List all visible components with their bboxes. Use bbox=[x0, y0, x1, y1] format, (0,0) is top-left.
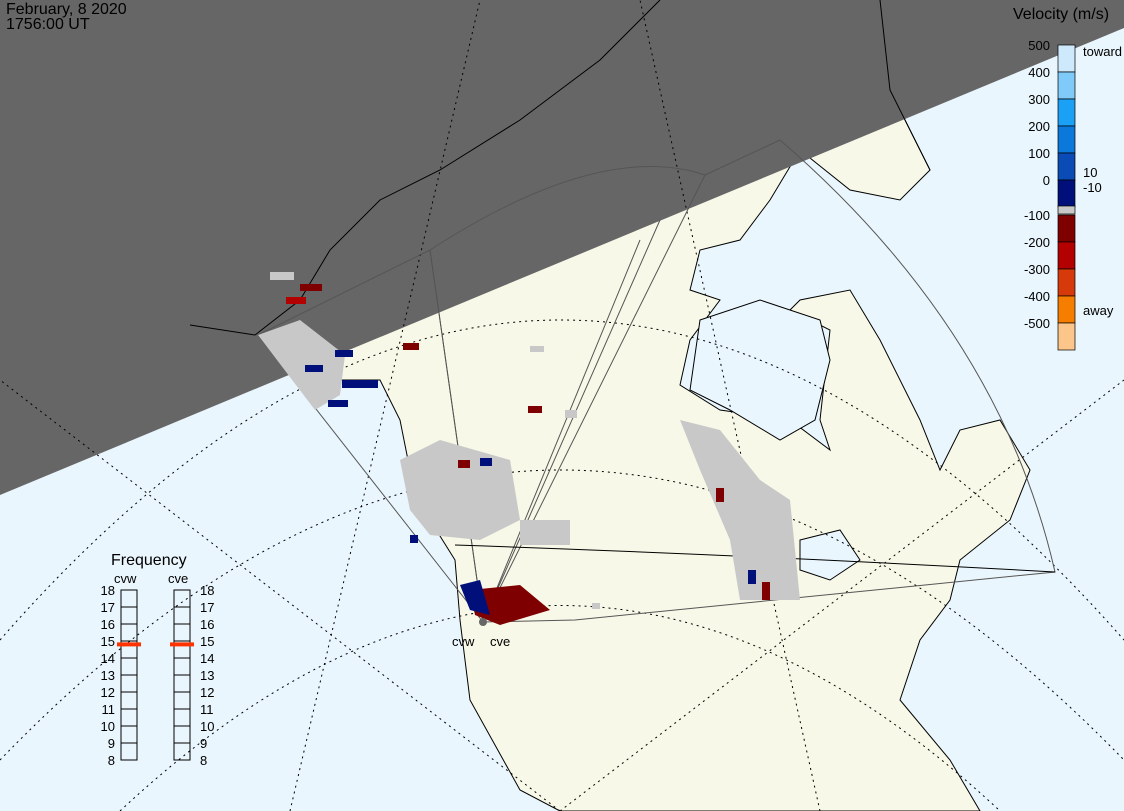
frequency-scales: 18 17 16 15 14 13 12 11 10 9 8 18 17 16 15 14 13 12 11 10 9 8 bbox=[101, 583, 215, 768]
frequency-tick-label: 14 bbox=[200, 651, 214, 666]
hudson-bay bbox=[689, 299, 831, 441]
frequency-tick-label: 12 bbox=[101, 685, 115, 700]
frequency-tick-label: 10 bbox=[200, 719, 214, 734]
colorbar-tick-label: -200 bbox=[1024, 235, 1050, 250]
colorbar-segment bbox=[1057, 214, 1076, 243]
time-label: 1756:00 UT bbox=[6, 16, 90, 33]
frequency-tick-label: 16 bbox=[200, 617, 214, 632]
frequency-tick-label: 17 bbox=[200, 600, 214, 615]
frequency-tick-label: 18 bbox=[200, 583, 214, 598]
frequency-tick-label: 12 bbox=[200, 685, 214, 700]
frequency-tick-label: 8 bbox=[200, 753, 207, 768]
velocity-colorbar: 500 400 300 200 100 0 -100 -200 -300 -400 -500 bbox=[1024, 38, 1076, 351]
colorbar-tick-label: -400 bbox=[1024, 289, 1050, 304]
colorbar-toward-label: toward bbox=[1083, 44, 1122, 59]
frequency-radar-cvw: cvw bbox=[114, 571, 137, 586]
colorbar-away-label: away bbox=[1083, 303, 1114, 318]
colorbar-tick-label: -300 bbox=[1024, 262, 1050, 277]
frequency-tick-label: 11 bbox=[102, 702, 116, 717]
colorbar-title: Velocity (m/s) bbox=[1013, 6, 1109, 23]
frequency-tick-label: 11 bbox=[200, 702, 214, 717]
frequency-tick-label: 15 bbox=[200, 634, 214, 649]
radar-label-cvw: cvw bbox=[452, 634, 475, 649]
colorbar-tick-label: 200 bbox=[1028, 119, 1050, 134]
colorbar-tick-label: 400 bbox=[1028, 65, 1050, 80]
colorbar-ground-scatter bbox=[1057, 205, 1076, 215]
colorbar-gs-upper: 10 bbox=[1083, 165, 1097, 180]
date-label: February, 8 2020 bbox=[6, 1, 127, 18]
colorbar-segment bbox=[1057, 98, 1076, 127]
night-terminator bbox=[0, 0, 1124, 495]
colorbar-segment bbox=[1057, 152, 1076, 181]
frequency-tick-label: 13 bbox=[101, 668, 115, 683]
colorbar-segment bbox=[1057, 295, 1076, 324]
colorbar-segment bbox=[1057, 241, 1076, 270]
colorbar-tick-label: -500 bbox=[1024, 316, 1050, 331]
colorbar-segment bbox=[1057, 179, 1076, 208]
colorbar-tick-label: 500 bbox=[1028, 38, 1050, 53]
ground-scatter-echoes bbox=[258, 272, 800, 609]
frequency-marker-cve bbox=[170, 642, 194, 647]
frequency-tick-label: 8 bbox=[108, 753, 115, 768]
colorbar-tick-label: 100 bbox=[1028, 146, 1050, 161]
frequency-tick-label: 18 bbox=[101, 583, 115, 598]
frequency-tick-label: 17 bbox=[101, 600, 115, 615]
colorbar-segment bbox=[1057, 71, 1076, 100]
frequency-radar-cve: cve bbox=[168, 571, 188, 586]
radar-label-cve: cve bbox=[490, 634, 510, 649]
frequency-tick-label: 9 bbox=[108, 736, 115, 751]
frequency-tick-label: 9 bbox=[200, 736, 207, 751]
night-coastline bbox=[189, 0, 931, 336]
frequency-tick-label: 15 bbox=[101, 634, 115, 649]
frequency-tick-label: 13 bbox=[200, 668, 214, 683]
velocity-echoes bbox=[286, 284, 770, 625]
colorbar-gs-lower: -10 bbox=[1083, 180, 1102, 195]
frequency-title: Frequency bbox=[111, 552, 187, 569]
frequency-tick-label: 16 bbox=[101, 617, 115, 632]
colorbar-segment bbox=[1057, 322, 1076, 351]
colorbar-tick-label: 0 bbox=[1043, 173, 1050, 188]
radar-site-marker bbox=[479, 618, 487, 626]
frequency-tick-label: 10 bbox=[101, 719, 115, 734]
radar-fields-of-view bbox=[257, 139, 1056, 624]
colorbar-segment bbox=[1057, 268, 1076, 297]
great-lakes bbox=[799, 529, 861, 581]
colorbar-tick-label: -100 bbox=[1024, 208, 1050, 223]
colorbar-segment bbox=[1057, 44, 1076, 73]
frequency-marker-cvw bbox=[117, 642, 141, 647]
colorbar-tick-label: 300 bbox=[1028, 92, 1050, 107]
colorbar-segment bbox=[1057, 125, 1076, 154]
frequency-tick-label: 14 bbox=[101, 651, 115, 666]
